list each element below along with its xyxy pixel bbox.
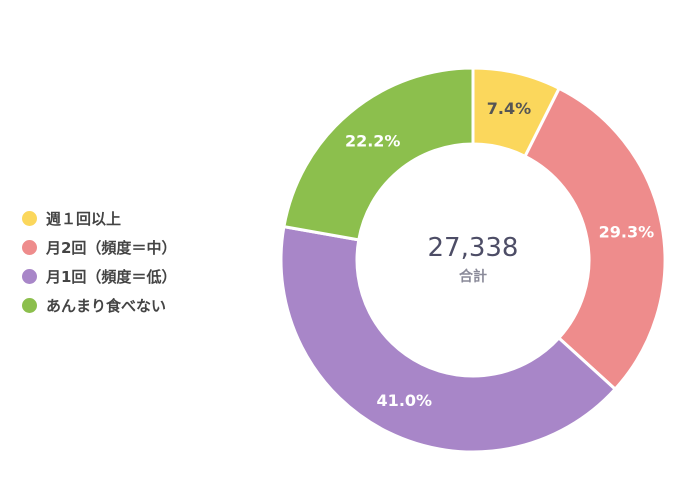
legend-item-monthly[interactable]: 月1回（頻度＝低）	[22, 262, 176, 291]
legend-item-weekly[interactable]: 週１回以上	[22, 204, 176, 233]
slice-label-weekly: 7.4%	[487, 99, 531, 118]
center-caption: 合計	[459, 268, 487, 285]
legend-label-weekly: 週１回以上	[46, 210, 122, 228]
slice-label-rarely: 22.2%	[345, 131, 401, 150]
legend-label-monthly: 月1回（頻度＝低）	[46, 268, 177, 286]
slice-monthly[interactable]	[279, 224, 618, 454]
legend: 週１回以上 月2回（頻度＝中） 月1回（頻度＝低） あんまり食べない	[22, 204, 176, 320]
legend-swatch-twice-monthly	[22, 240, 37, 255]
legend-label-rarely: あんまり食べない	[46, 297, 167, 315]
center-total: 27,338	[428, 233, 519, 263]
legend-item-rarely[interactable]: あんまり食べない	[22, 291, 176, 320]
slice-rarely[interactable]	[282, 66, 475, 242]
legend-swatch-monthly	[22, 269, 37, 284]
legend-label-twice-monthly: 月2回（頻度＝中）	[46, 239, 177, 257]
legend-swatch-rarely	[22, 298, 37, 313]
legend-swatch-weekly	[22, 211, 37, 226]
slice-label-monthly: 41.0%	[377, 391, 433, 410]
slice-label-twice-monthly: 29.3%	[599, 222, 655, 241]
legend-item-twice-monthly[interactable]: 月2回（頻度＝中）	[22, 233, 176, 262]
slice-twice-monthly[interactable]	[523, 86, 667, 392]
